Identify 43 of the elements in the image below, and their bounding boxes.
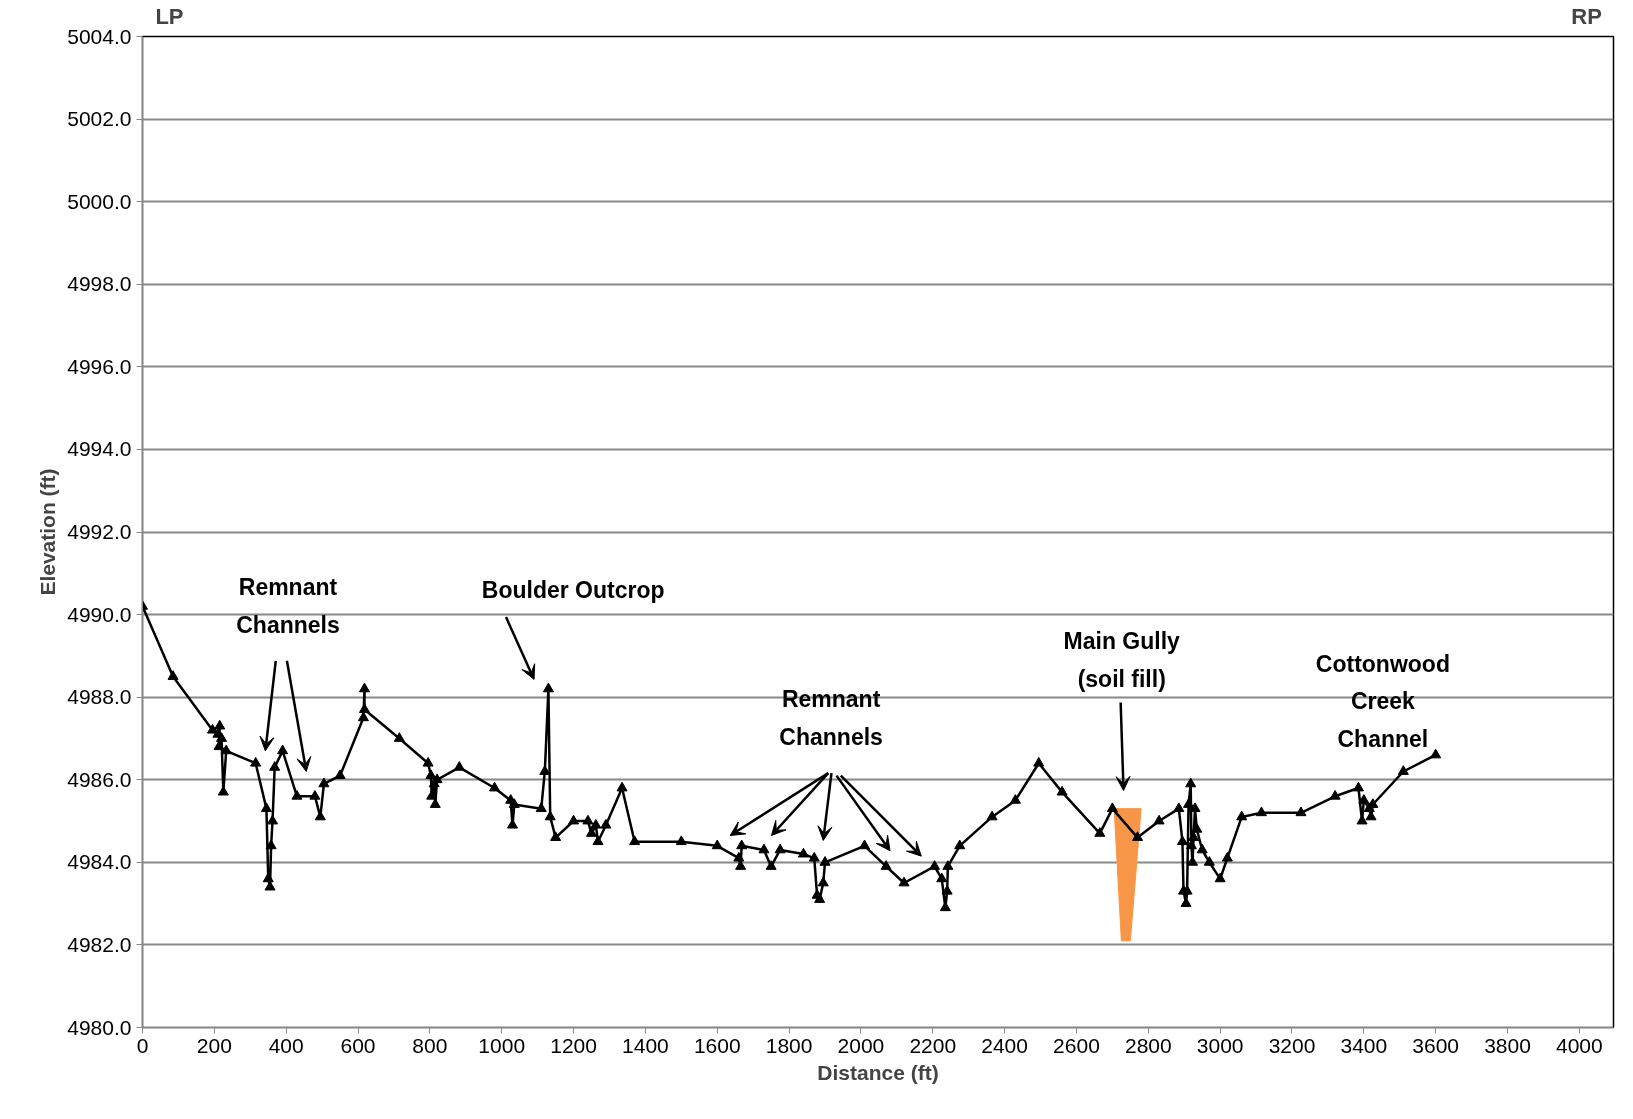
x-tick-label: 600 [340, 1033, 376, 1057]
annotation: Boulder Outcrop [481, 576, 665, 603]
y-tick-label: 4982.0 [67, 932, 132, 956]
y-tick-label: 4994.0 [67, 437, 132, 461]
x-tick-label: 3200 [1268, 1033, 1316, 1057]
text: LP [155, 3, 184, 29]
y-tick-label: 4992.0 [67, 520, 132, 543]
x-tick-label: 2200 [909, 1033, 957, 1057]
y-tick-label: 5002.0 [67, 107, 132, 131]
annotation: Remnant Channels [779, 685, 883, 750]
x-tick-label: 3800 [1484, 1033, 1531, 1057]
x-tick-label: 2600 [1053, 1033, 1100, 1057]
y-tick-label: 5000.0 [67, 189, 132, 213]
x-tick-label: 3000 [1196, 1033, 1244, 1057]
x-tick-label: 1400 [622, 1033, 669, 1057]
y-axis-title: Elevation (ft) [36, 468, 60, 596]
y-tick-label: 4986.0 [67, 767, 132, 791]
x-tick-label: 800 [412, 1033, 448, 1057]
x-tick-label: 1800 [765, 1033, 813, 1057]
annotation: Main Gully (soil fill) [1063, 628, 1181, 692]
annotation: Cottonwood Creek Channel [1315, 650, 1450, 752]
x-tick-label: 200 [196, 1033, 232, 1057]
x-tick-label: 400 [268, 1033, 304, 1057]
annotation: Remnant Channels [236, 574, 340, 639]
x-tick-label: 1600 [693, 1033, 741, 1057]
y-tick-label: 4996.0 [67, 354, 132, 378]
y-tick-label: 4998.0 [67, 272, 132, 296]
x-tick-label: 1000 [478, 1033, 526, 1057]
y-tick-label: 5004.0 [67, 24, 132, 48]
text: RP [1571, 3, 1602, 29]
x-tick-label: 1200 [550, 1033, 597, 1057]
x-tick-label: 2400 [981, 1033, 1028, 1057]
x-tick-label: 2800 [1124, 1033, 1172, 1057]
y-tick-label: 4984.0 [67, 850, 132, 874]
x-tick-label: 2000 [837, 1033, 885, 1057]
x-tick-label: 3600 [1412, 1033, 1460, 1057]
x-axis-title: Distance (ft) [817, 1060, 939, 1084]
y-tick-label: 4988.0 [67, 685, 132, 709]
x-tick-label: 3400 [1340, 1033, 1388, 1057]
y-tick-label: 4990.0 [67, 602, 132, 626]
x-tick-label: 0 [136, 1033, 149, 1057]
y-tick-label: 4980.0 [67, 1015, 132, 1039]
x-tick-label: 4000 [1556, 1033, 1603, 1057]
